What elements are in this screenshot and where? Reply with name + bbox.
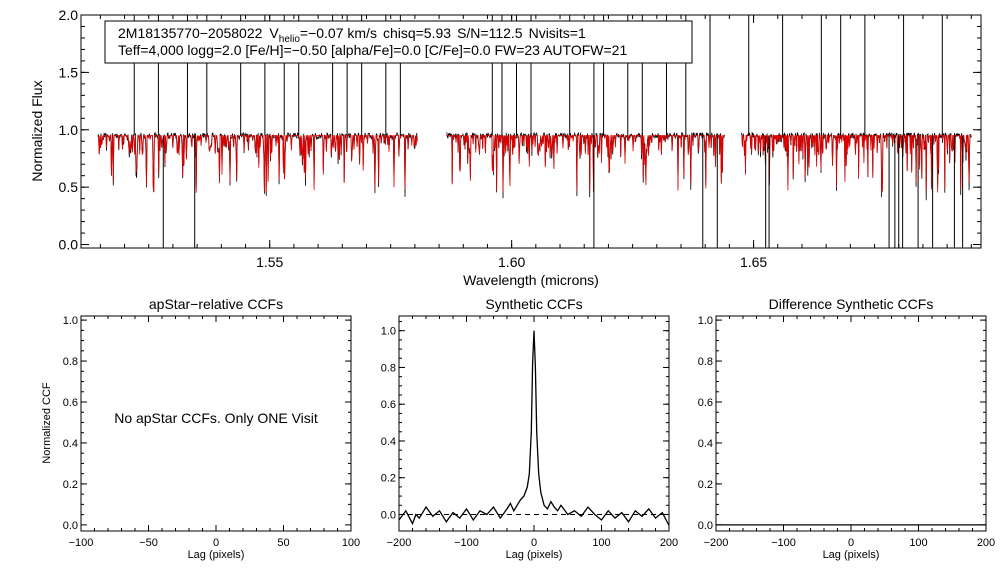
difference-ccf-xlabel: Lag (pixels)	[823, 549, 880, 561]
synthetic-ccf-ytick-label: 0.4	[381, 436, 396, 448]
model-spectrum-chip-3	[741, 134, 972, 193]
synthetic-ccf-ytick-label: 0.2	[381, 473, 396, 485]
synthetic-ccf-title: Synthetic CCFs	[485, 296, 582, 312]
vhelio-label: V	[269, 25, 279, 41]
synthetic-ccf-axes-frame	[398, 315, 670, 532]
apstar-ccf-annotation: No apStar CCFs. Only ONE Visit	[114, 410, 318, 426]
spectrum-ylabel: Normalized Flux	[29, 80, 45, 181]
synthetic-ccf-xtick-label: 100	[592, 537, 610, 549]
synthetic-ccf-xtick-label: −200	[387, 537, 412, 549]
apstar-ccf-xtick-label: −100	[69, 537, 94, 549]
vhelio-value: =−0.07 km/s	[300, 25, 377, 41]
apstar-ccf-ytick-label: 0.0	[63, 520, 78, 532]
spectrum-xtick-label: 1.55	[256, 254, 283, 270]
apstar-ccf-ytick-label: 0.4	[63, 438, 78, 450]
difference-ccf-axes-frame	[715, 315, 987, 532]
difference-ccf-xtick-label: −200	[704, 537, 729, 549]
difference-ccf-axes: −200 −100 0 100 200 0.0 0.2 0.4 0.6 0.8 1.0	[698, 315, 995, 549]
difference-ccf-xtick-label: 200	[977, 537, 995, 549]
model-spectrum-chip-2	[446, 135, 725, 193]
difference-ccf-xtick-label: 100	[909, 537, 927, 549]
synthetic-ccf-xtick-label: −100	[454, 537, 479, 549]
spectrum-ytick-label: 1.5	[59, 64, 79, 80]
star-id: 2M18135770−2058022	[118, 25, 263, 41]
apstar-ccf-xtick-label: 50	[277, 537, 289, 549]
sn-value: S/N=112.5	[457, 25, 523, 41]
spectrum-xtick-label: 1.65	[740, 254, 767, 270]
difference-ccf-ytick-label: 0.4	[698, 438, 713, 450]
apstar-ccf-xtick-label: 0	[213, 537, 219, 549]
apstar-ccf-panel: apStar−relative CCFs −100 −50 0 50 100 0.0 0.2…	[41, 296, 360, 561]
info-box: 2M18135770−2058022 Vhelio=−0.07 km/s chisq…	[104, 20, 693, 64]
apstar-ccf-ytick-label: 0.6	[63, 397, 78, 409]
model-spectrum-chip-1	[97, 134, 418, 193]
apstar-ccf-axes: −100 −50 0 50 100 0.0 0.2 0.4 0.6 0.8 1.0	[63, 315, 360, 549]
difference-ccf-ytick-label: 0.6	[698, 397, 713, 409]
nvisits-value: Nvisits=1	[529, 25, 586, 41]
apstar-ccf-title: apStar−relative CCFs	[149, 296, 283, 312]
apstar-ccf-ylabel: Normalized CCF	[41, 382, 53, 464]
spectrum-xlabel: Wavelength (microns)	[463, 272, 599, 288]
info-box-frame	[104, 20, 693, 64]
apstar-ccf-ytick-label: 0.8	[63, 356, 78, 368]
spectrum-ytick-label: 0.5	[59, 179, 79, 195]
chisq-value: chisq=5.93	[383, 25, 451, 41]
synthetic-ccf-plot-area	[398, 330, 670, 526]
difference-ccf-xtick-label: −100	[771, 537, 796, 549]
apstar-ccf-xtick-label: −50	[139, 537, 158, 549]
difference-ccf-panel: Difference Synthetic CCFs −200 −100 0 100 20…	[698, 296, 995, 561]
difference-ccf-ytick-label: 1.0	[698, 315, 713, 327]
apstar-ccf-xtick-label: 100	[342, 537, 360, 549]
synthetic-ccf-axes: −200 −100 0 100 200 0.0 0.2 0.4 0.6 0.8 1.0	[381, 316, 678, 549]
synthetic-ccf-ytick-label: 1.0	[381, 326, 396, 338]
synthetic-ccf-xtick-label: 0	[531, 537, 537, 549]
synthetic-ccf-xlabel: Lag (pixels)	[506, 549, 563, 561]
spectrum-ytick-label: 2.0	[59, 7, 79, 23]
synthetic-ccf-line	[398, 330, 670, 526]
spectrum-ytick-label: 0.0	[59, 237, 79, 253]
apstar-ccf-ytick-label: 1.0	[63, 315, 78, 327]
difference-ccf-ytick-label: 0.0	[698, 520, 713, 532]
spectrum-xtick-label: 1.60	[498, 254, 525, 270]
difference-ccf-xtick-label: 0	[848, 537, 854, 549]
difference-ccf-ytick-label: 0.8	[698, 356, 713, 368]
difference-ccf-title: Difference Synthetic CCFs	[769, 296, 934, 312]
synthetic-ccf-ytick-label: 0.0	[381, 509, 396, 521]
apstar-ccf-ytick-label: 0.2	[63, 479, 78, 491]
info-line-2: Teff=4,000 logg=2.0 [Fe/H]=−0.50 [alpha/…	[118, 42, 627, 58]
vhelio-subscript: helio	[279, 34, 301, 45]
apstar-ccf-xlabel: Lag (pixels)	[188, 549, 245, 561]
synthetic-ccf-ytick-label: 0.8	[381, 362, 396, 374]
spectrum-ytick-label: 1.0	[59, 122, 79, 138]
spectrum-panel: 1.55 1.60 1.65 0.0 0.5 1.0 1.5 2.0 Wavelength (…	[29, 7, 982, 288]
spectrum-axes: 1.55 1.60 1.65 0.0 0.5 1.0 1.5 2.0	[59, 7, 981, 270]
synthetic-ccf-ytick-label: 0.6	[381, 399, 396, 411]
synthetic-ccf-panel: Synthetic CCFs −200 −100 0 100 200 0.0 0.2 0.4 0…	[381, 296, 678, 561]
synthetic-ccf-xtick-label: 200	[660, 537, 678, 549]
info-line-1: 2M18135770−2058022 Vhelio=−0.07 km/s chisq…	[118, 25, 586, 45]
spectrum-axes-frame	[80, 14, 982, 249]
difference-ccf-ytick-label: 0.2	[698, 479, 713, 491]
